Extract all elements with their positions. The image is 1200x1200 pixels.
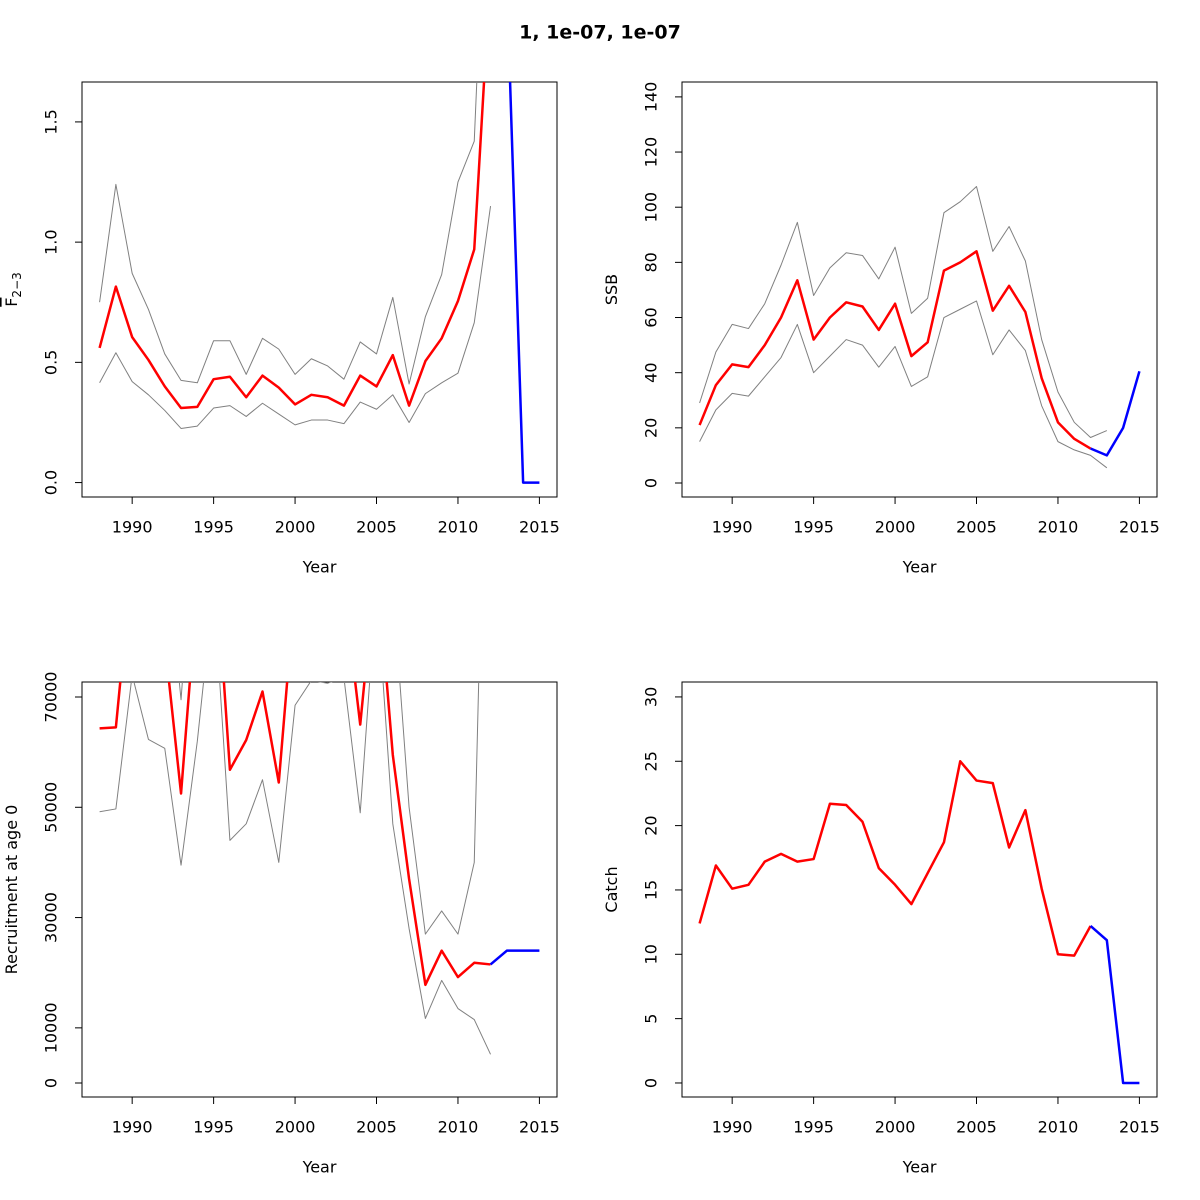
series-line (699, 186, 1108, 438)
x-tick-label: 2015 (1119, 518, 1160, 537)
x-tick-label: 2000 (875, 518, 916, 537)
y-axis-label: Recruitment at age 0 (2, 805, 21, 975)
series-line (99, 82, 478, 385)
y-tick-label: 0.0 (42, 470, 61, 495)
x-tick-label: 2005 (356, 518, 397, 537)
y-axis-label-main: Catch (602, 866, 621, 912)
x-tick-label: 2000 (275, 1118, 316, 1137)
x-tick-label: 2000 (875, 1118, 916, 1137)
y-tick-label: 60 (642, 307, 661, 327)
panel: 1990 1995 2000 2005 2010 2015 0 5 10 15 20 25 30 Year… (602, 681, 1160, 1177)
x-tick-label: 2010 (438, 518, 479, 537)
y-axis-label-main: Recruitment at age 0 (2, 805, 21, 975)
plot-frame (81, 681, 558, 1098)
series-line (99, 682, 491, 1055)
y-tick-label: 50000 (42, 782, 61, 833)
x-tick-label: 1990 (112, 518, 153, 537)
series-line (1089, 925, 1140, 1085)
series-line (699, 300, 1108, 469)
series-line (99, 206, 492, 429)
x-axis-label: Year (902, 1158, 937, 1177)
y-tick-label: 10000 (42, 1002, 61, 1053)
series-line (698, 760, 1092, 957)
x-tick-label: 1995 (793, 518, 834, 537)
lines (99, 682, 540, 1055)
series-line (99, 682, 491, 987)
y-tick-label: 0.5 (42, 350, 61, 375)
y-tick-label: 0 (42, 1078, 61, 1088)
y-tick-label: 120 (642, 137, 661, 168)
y-tick-label: 0 (642, 1078, 661, 1088)
y-axis-label-sub: 2−3 (10, 272, 24, 297)
series-line (178, 682, 480, 935)
y-tick-label: 1.0 (42, 229, 61, 254)
y-tick-label: 10 (642, 944, 661, 964)
y-tick-label: 70000 (42, 672, 61, 723)
x-tick-label: 2015 (519, 518, 560, 537)
y-tick-label: 140 (642, 82, 661, 113)
y-tick-label: 20 (642, 815, 661, 835)
y-tick-label: 40 (642, 362, 661, 382)
y-tick-label: 20 (642, 418, 661, 438)
y-tick-label: 5 (642, 1014, 661, 1024)
figure-title: 1, 1e-07, 1e-07 (519, 22, 681, 44)
y-axis-label: F2−3 (2, 272, 24, 307)
y-axis-label: Catch (602, 866, 621, 912)
y-tick-label: 15 (642, 880, 661, 900)
panel: 1990 1995 2000 2005 2010 2015 0 10000 30000 50000… (2, 672, 560, 1177)
x-tick-label: 2010 (1038, 518, 1079, 537)
x-tick-label: 2000 (275, 518, 316, 537)
y-tick-label: 0 (642, 478, 661, 488)
x-tick-label: 2015 (1119, 1118, 1160, 1137)
x-tick-label: 1995 (793, 1118, 834, 1137)
y-axis-label-main: F (2, 298, 21, 307)
x-tick-label: 1990 (112, 1118, 153, 1137)
series-line (98, 82, 486, 410)
y-tick-label: 30000 (42, 892, 61, 943)
y-tick-label: 80 (642, 252, 661, 272)
y-tick-label: 100 (642, 192, 661, 223)
x-axis-label: Year (302, 1158, 337, 1177)
plot-frame (681, 81, 1158, 498)
x-axis-label: Year (302, 558, 337, 577)
x-tick-label: 1990 (712, 518, 753, 537)
x-tick-label: 2005 (956, 518, 997, 537)
x-tick-label: 1995 (193, 1118, 234, 1137)
lines (698, 760, 1140, 1085)
series-line (698, 250, 1092, 450)
series-line (489, 949, 540, 966)
y-tick-label: 1.5 (42, 109, 61, 134)
x-tick-label: 1995 (193, 518, 234, 537)
x-tick-label: 2010 (438, 1118, 479, 1137)
y-axis-label: SSB (602, 274, 621, 305)
y-tick-label: 30 (642, 687, 661, 707)
panel: 1990 1995 2000 2005 2010 2015 0 20 40 60 80 100 120 1… (602, 81, 1160, 577)
series-line (508, 82, 540, 484)
x-tick-label: 2010 (1038, 1118, 1079, 1137)
x-tick-label: 2005 (956, 1118, 997, 1137)
plot-frame (81, 81, 558, 498)
x-axis-label: Year (902, 558, 937, 577)
x-tick-label: 1990 (712, 1118, 753, 1137)
series-line (1090, 370, 1141, 457)
lines (698, 186, 1141, 469)
panel: 1990 1995 2000 2005 2010 2015 0.0 0.5 1.0 1.5 Year… (2, 81, 560, 577)
y-tick-label: 25 (642, 751, 661, 771)
x-tick-label: 2005 (356, 1118, 397, 1137)
x-tick-label: 2015 (519, 1118, 560, 1137)
lines (98, 82, 540, 484)
y-axis-label-main: SSB (602, 274, 621, 305)
